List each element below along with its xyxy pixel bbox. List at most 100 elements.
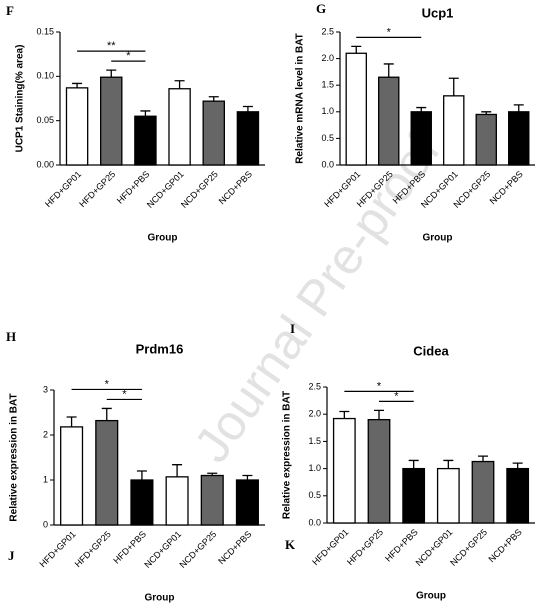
significance-label: * — [126, 50, 131, 62]
x-axis-title: Group — [148, 233, 178, 244]
error-bar — [242, 105, 253, 112]
y-tick-label: 2.5 — [321, 26, 334, 36]
x-tick-label: HFD+GP25 — [345, 527, 385, 567]
x-tick-label: HFD+GP01 — [38, 529, 78, 569]
error-bar — [207, 472, 218, 476]
error-bar — [408, 459, 419, 469]
bar — [236, 111, 260, 166]
y-tick-label: 0.5 — [321, 133, 334, 143]
x-tick-label: HFD+PBS — [115, 169, 152, 206]
error-bar — [512, 462, 523, 469]
y-tick-label: 1.0 — [308, 463, 321, 473]
x-tick-label: HFD+PBS — [111, 529, 148, 566]
x-tick-label: NCD+GP25 — [179, 169, 220, 210]
error-bar — [101, 407, 112, 421]
error-bar — [374, 409, 384, 420]
bar — [506, 467, 530, 524]
y-tick-label: 2.5 — [308, 381, 321, 391]
x-tick-label: HFD+GP25 — [73, 529, 113, 569]
error-bar — [172, 464, 183, 477]
x-axis-title: Group — [145, 593, 175, 604]
y-tick-label: 1.5 — [308, 436, 321, 446]
y-tick-label: 0.15 — [36, 26, 54, 36]
y-axis-title: Relative mRNA level in BAT — [295, 33, 306, 164]
watermark: Journal Pre-proof — [183, 123, 451, 472]
y-tick-label: 1.5 — [321, 80, 334, 90]
y-tick-label: 1 — [43, 474, 48, 484]
bar — [202, 100, 225, 166]
y-tick-label: 0.0 — [308, 517, 321, 527]
x-tick-label: HFD+PBS — [383, 527, 420, 564]
x-tick-label: HFD+GP25 — [77, 169, 117, 209]
y-tick-label: 3 — [43, 384, 48, 394]
y-tick-label: 1.0 — [321, 106, 334, 116]
error-bar — [513, 104, 524, 112]
error-bar — [443, 459, 454, 469]
error-bar — [351, 45, 362, 54]
significance-label: * — [387, 26, 392, 38]
y-axis-title: UCP1 Staining(% area) — [15, 45, 26, 153]
y-tick-label: 0.00 — [36, 159, 54, 169]
error-bar — [448, 77, 459, 96]
bar — [471, 460, 495, 524]
x-tick-label: NCD+PBS — [216, 529, 253, 566]
y-axis-title: Relative expression in BAT — [282, 391, 293, 519]
panel-letter: G — [316, 1, 326, 16]
chart-title: Ucp1 — [422, 5, 454, 20]
y-tick-label: 0.05 — [36, 115, 54, 125]
error-bar — [208, 96, 219, 102]
error-bar — [478, 455, 488, 462]
error-bar — [72, 82, 83, 88]
bar — [130, 479, 154, 526]
y-tick-label: 2 — [43, 429, 48, 439]
x-tick-label: NCD+PBS — [217, 169, 254, 206]
panel-letter: I — [290, 321, 295, 336]
error-bar — [140, 110, 151, 117]
y-tick-label: 0 — [43, 519, 48, 529]
x-tick-label: HFD+GP01 — [310, 527, 350, 567]
bar — [410, 111, 432, 166]
significance-label: ** — [107, 40, 116, 52]
bar — [165, 476, 189, 526]
panel-letter: F — [6, 3, 14, 18]
x-tick-label: NCD+GP25 — [448, 527, 489, 568]
error-bar — [106, 69, 117, 78]
y-tick-label: 0.10 — [36, 71, 54, 81]
bar — [65, 87, 89, 166]
bar — [332, 417, 356, 524]
panel-letter: H — [6, 329, 16, 344]
x-axis-title: Group — [423, 233, 453, 244]
bar — [134, 115, 157, 166]
error-bar — [174, 80, 185, 89]
error-bar — [66, 416, 77, 427]
bar — [443, 95, 465, 166]
bar — [100, 76, 123, 166]
error-bar — [481, 111, 492, 115]
x-tick-label: NCD+GP25 — [177, 529, 218, 570]
bar — [345, 52, 367, 166]
x-axis-title: Group — [416, 591, 446, 602]
panel-letter: J — [8, 548, 15, 563]
bar — [436, 467, 460, 524]
x-tick-label: NCD+PBS — [486, 527, 523, 564]
significance-label: * — [377, 380, 382, 392]
bar — [200, 474, 224, 526]
bar — [95, 419, 119, 526]
y-tick-label: 2.0 — [321, 53, 334, 63]
chart-title: Prdm16 — [136, 341, 184, 356]
x-tick-label: NCD+PBS — [488, 169, 525, 206]
bar — [378, 76, 400, 166]
y-tick-label: 2.0 — [308, 409, 321, 419]
chart-title: Cidea — [413, 343, 449, 358]
bar — [402, 467, 426, 524]
y-tick-label: 0.0 — [321, 159, 334, 169]
error-bar — [242, 474, 253, 480]
significance-label: * — [105, 378, 110, 390]
bar — [60, 426, 84, 526]
bar — [475, 113, 497, 166]
error-bar — [339, 410, 350, 419]
bar — [168, 88, 191, 166]
bar — [235, 479, 259, 526]
bar — [508, 111, 530, 166]
